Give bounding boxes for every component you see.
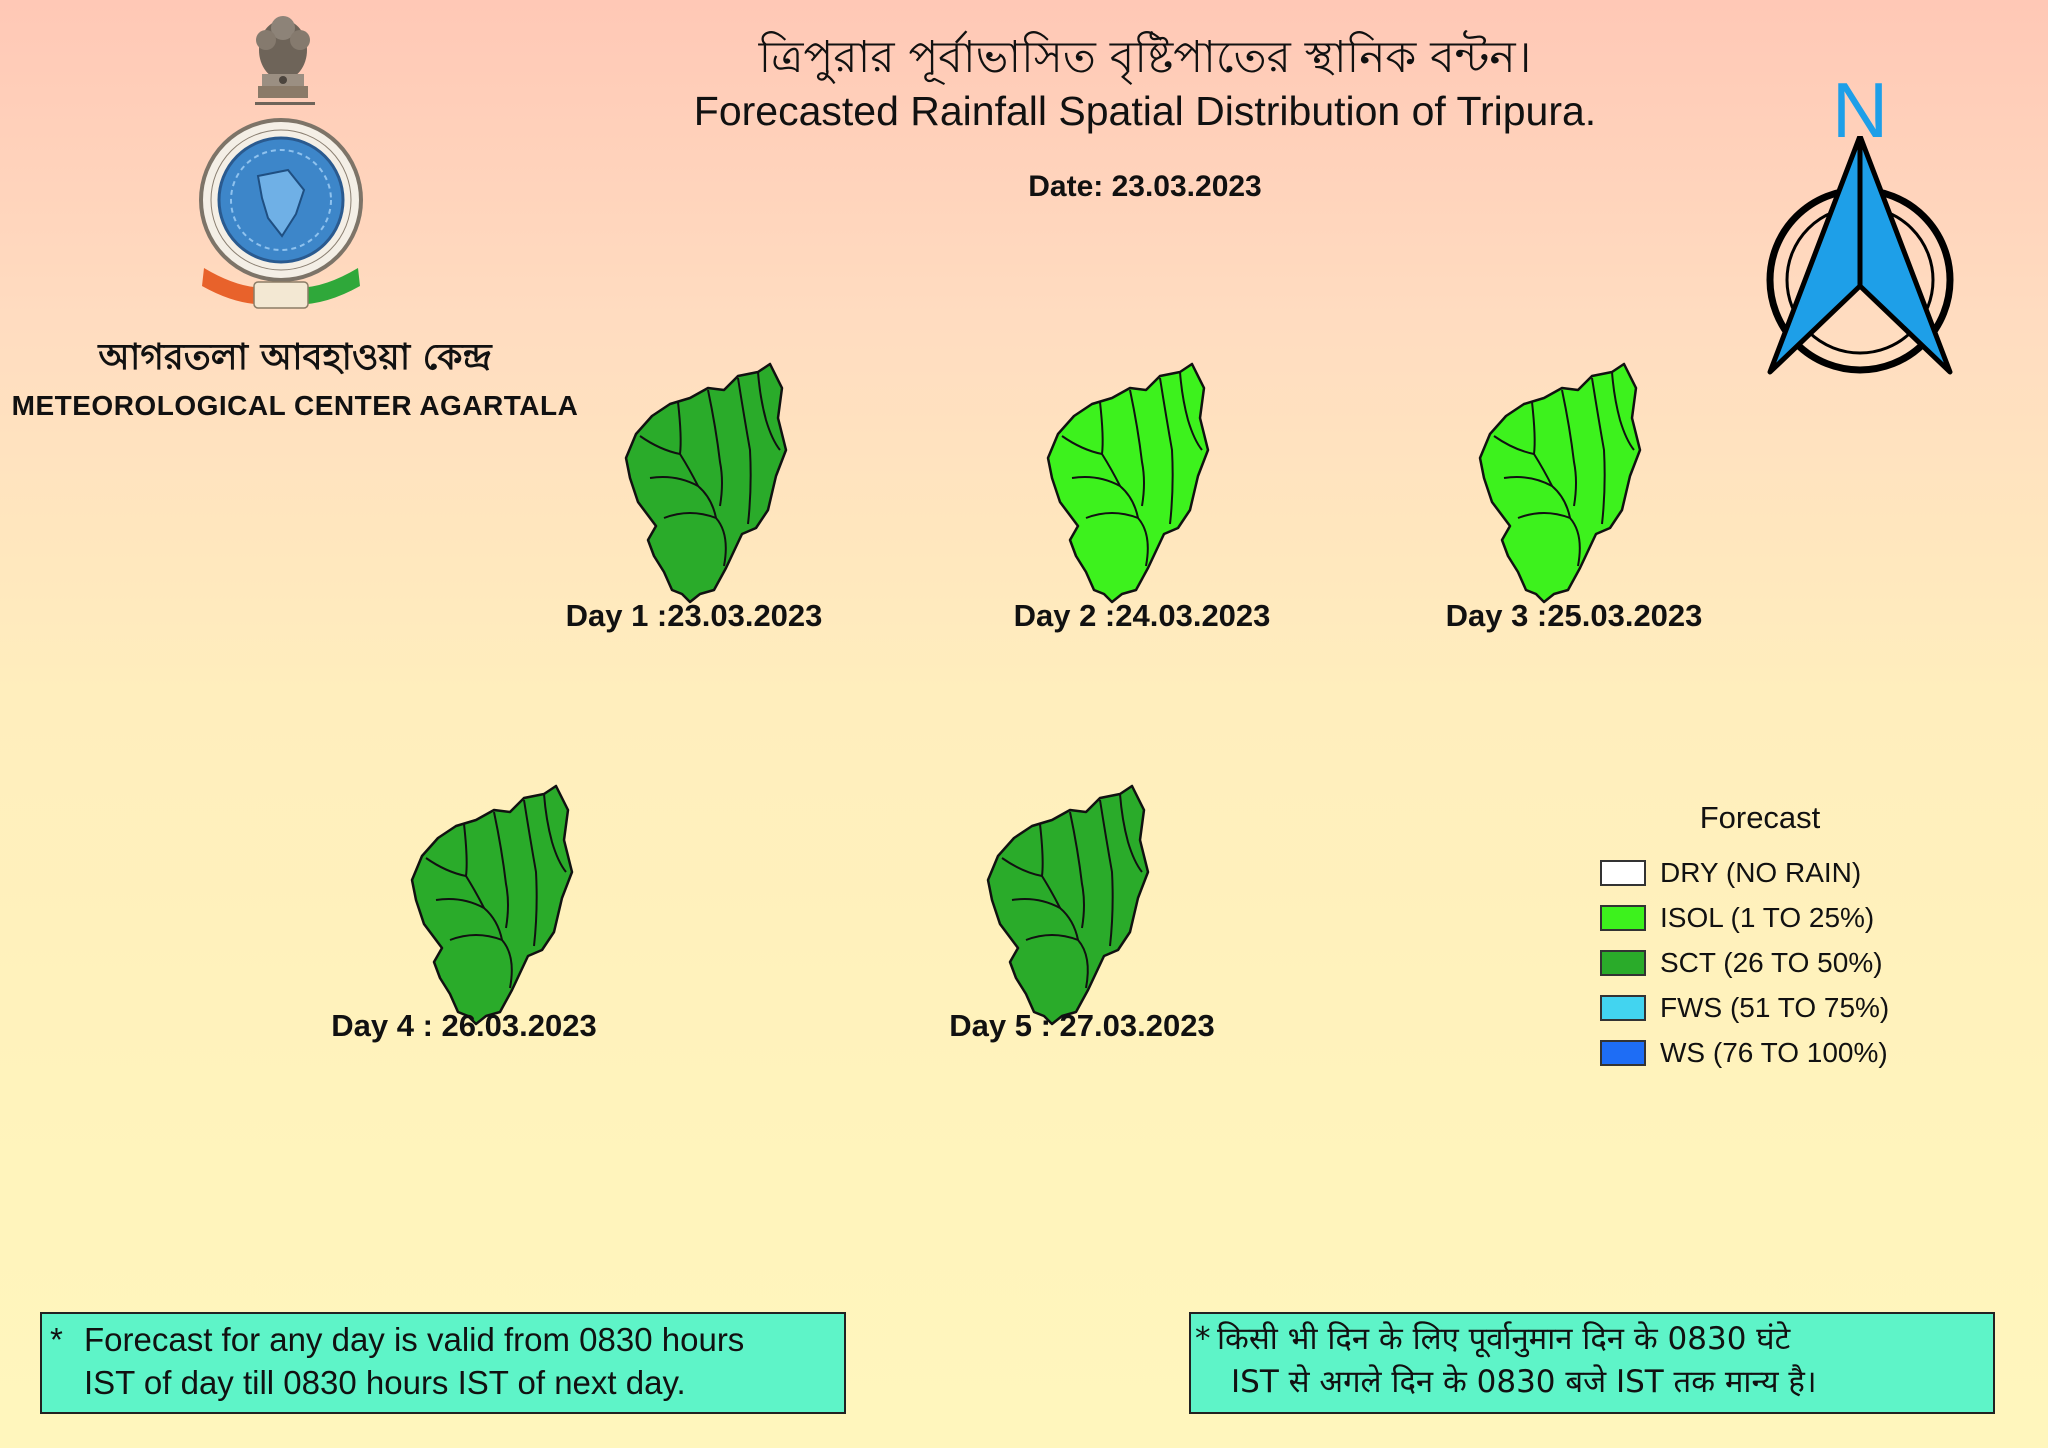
forecast-map-day-1	[624, 362, 788, 604]
legend-swatch	[1600, 859, 1646, 886]
legend-label: WS (76 TO 100%)	[1660, 1036, 1888, 1068]
forecast-map-day-4	[410, 784, 574, 1026]
page-title-bengali: ত্রিপুরার পূর্বাভাসিত বৃষ্টিপাতের স্থানি…	[758, 32, 1532, 83]
map-label-day-4: Day 4 : 26.03.2023	[331, 1008, 597, 1043]
legend-label: ISOL (1 TO 25%)	[1660, 901, 1875, 933]
legend-item: SCT (26 TO 50%)	[1600, 940, 1930, 985]
forecast-map-day-2	[1046, 362, 1210, 604]
legend-swatch	[1600, 949, 1646, 976]
forecast-map-day-5	[986, 784, 1150, 1026]
legend-label: FWS (51 TO 75%)	[1660, 991, 1890, 1023]
validity-note-hindi: * किसी भी दिन के लिए पूर्वानुमान दिन के 0…	[1189, 1312, 1995, 1414]
legend-item: WS (76 TO 100%)	[1600, 1030, 1930, 1075]
legend-item: ISOL (1 TO 25%)	[1600, 895, 1930, 940]
map-label-day-1: Day 1 :23.03.2023	[565, 598, 823, 633]
north-arrow-icon	[1766, 136, 1954, 375]
legend-swatch	[1600, 994, 1646, 1021]
legend-swatch	[1600, 904, 1646, 931]
forecast-map-day-3	[1478, 362, 1642, 604]
center-name-bengali: আগরতলা আবহাওয়া কেন্দ্র	[98, 337, 492, 378]
legend-swatch	[1600, 1039, 1646, 1066]
legend-label: DRY (NO RAIN)	[1660, 856, 1862, 888]
map-label-day-2: Day 2 :24.03.2023	[1013, 598, 1271, 633]
note-asterisk: *	[50, 1321, 63, 1358]
page-title: Forecasted Rainfall Spatial Distribution…	[693, 88, 1597, 134]
legend-label: SCT (26 TO 50%)	[1660, 946, 1883, 978]
legend: Forecast DRY (NO RAIN) ISOL (1 TO 25%) S…	[1600, 800, 1930, 1075]
legend-item: FWS (51 TO 75%)	[1600, 985, 1930, 1030]
center-name: METEOROLOGICAL CENTER AGARTALA	[11, 390, 579, 421]
forecast-date: Date: 23.03.2023	[1028, 170, 1262, 203]
note-line: IST से अगले दिन के 0830 बजे IST तक मान्य…	[1231, 1364, 1817, 1400]
map-label-day-5: Day 5 : 27.03.2023	[949, 1008, 1215, 1043]
note-line: Forecast for any day is valid from 0830 …	[84, 1321, 745, 1358]
validity-note-english: * Forecast for any day is valid from 0830…	[40, 1312, 846, 1414]
india-emblem-icon	[256, 16, 310, 98]
note-line: IST of day till 0830 hours IST of next d…	[84, 1364, 686, 1401]
imd-logo-icon	[199, 118, 363, 309]
note-asterisk: *	[1195, 1321, 1211, 1357]
legend-item: DRY (NO RAIN)	[1600, 850, 1930, 895]
map-label-day-3: Day 3 :25.03.2023	[1445, 598, 1703, 633]
legend-title: Forecast	[1699, 800, 1821, 835]
note-line: किसी भी दिन के लिए पूर्वानुमान दिन के 08…	[1217, 1321, 1791, 1357]
